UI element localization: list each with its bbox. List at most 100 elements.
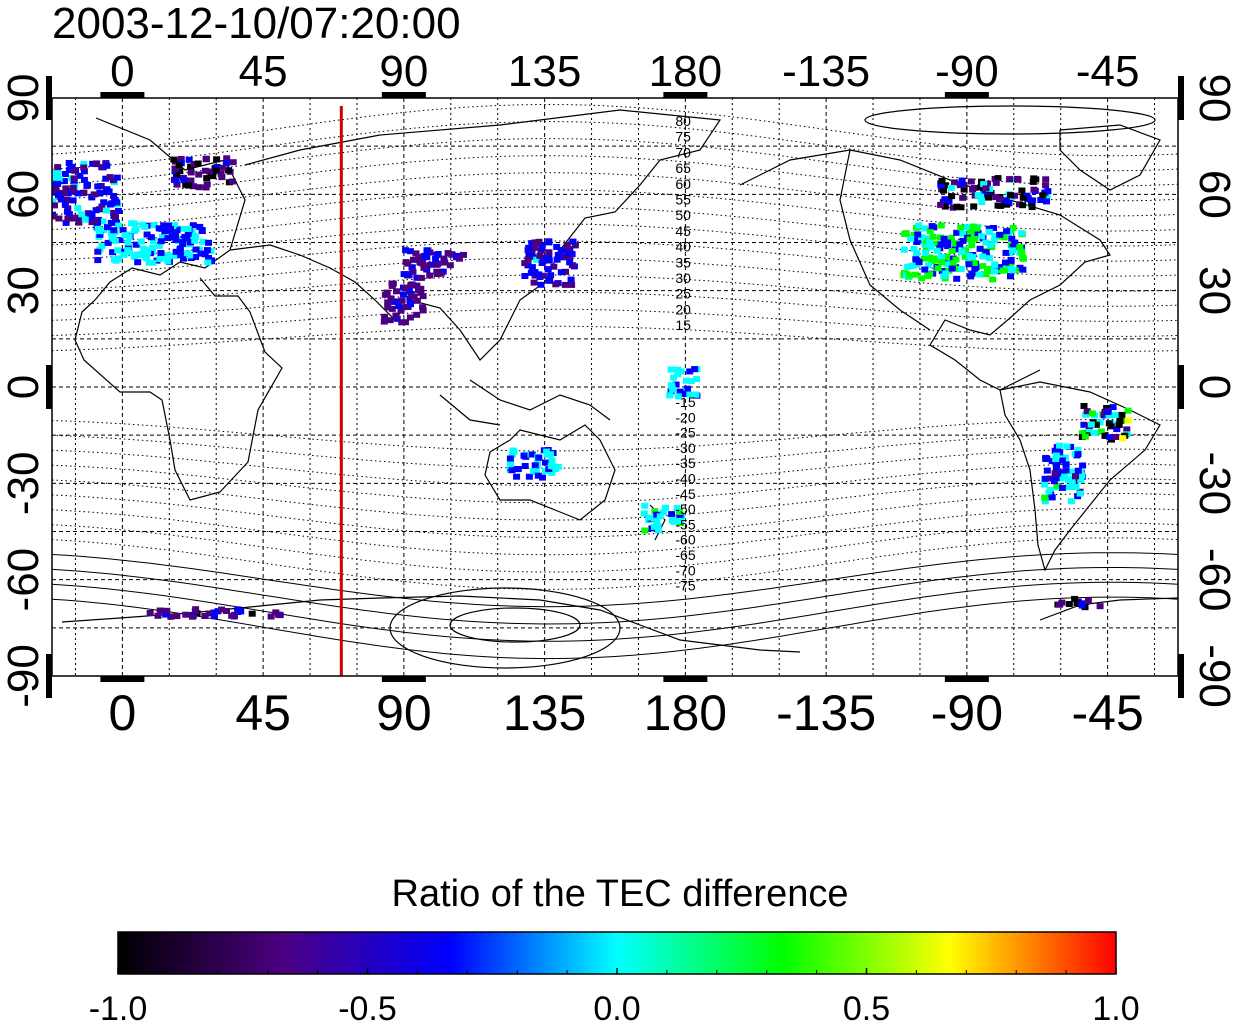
tec-cell — [218, 174, 226, 181]
tec-cell — [52, 213, 57, 220]
tec-cell — [192, 606, 200, 613]
tec-cell — [164, 252, 172, 259]
left-latitude-label: -30 — [0, 452, 48, 516]
tec-cell — [1072, 484, 1080, 490]
tec-cell — [191, 237, 199, 244]
tec-cell — [388, 305, 396, 312]
tec-cell — [228, 178, 236, 185]
tec-cell — [456, 255, 463, 262]
tec-cell — [1116, 418, 1124, 424]
tec-cell — [538, 260, 546, 266]
tec-cell — [1067, 498, 1075, 505]
tec-cell — [440, 255, 448, 262]
tec-cell — [410, 256, 417, 263]
tec-cell — [676, 512, 684, 519]
tec-cell — [995, 264, 1003, 271]
tec-cell — [433, 261, 441, 268]
frame-tick-top — [663, 92, 708, 98]
contour-line — [52, 206, 1178, 247]
tec-cell — [1124, 407, 1132, 414]
coast-north-america — [739, 149, 1111, 391]
tec-cell — [76, 216, 84, 223]
tec-cell — [130, 253, 138, 260]
tec-cell — [683, 377, 690, 384]
tec-cell — [1052, 466, 1060, 473]
tec-cell — [99, 218, 107, 225]
tec-cell — [670, 518, 678, 525]
tec-cell — [384, 299, 392, 306]
tec-cell — [1043, 467, 1051, 474]
contour-line — [52, 596, 1178, 660]
tec-cell — [1074, 451, 1082, 458]
tec-cell — [1009, 267, 1016, 274]
tec-cell — [1019, 266, 1027, 273]
tec-cell — [172, 248, 180, 255]
bottom-longitude-label: 180 — [644, 685, 727, 741]
left-latitude-label: 0 — [0, 375, 48, 399]
tec-cell — [156, 607, 164, 614]
tec-cell — [541, 459, 549, 466]
tec-cell — [1037, 197, 1045, 203]
tec-cell — [110, 227, 118, 234]
tec-cell — [115, 255, 123, 262]
tec-cell — [80, 189, 88, 196]
tec-cell — [190, 183, 197, 190]
tec-cell — [1092, 421, 1100, 428]
tec-cell — [528, 451, 536, 458]
tec-cell — [949, 260, 957, 267]
tec-cell — [64, 190, 72, 197]
tec-cell — [1058, 457, 1066, 464]
tec-cell — [190, 232, 198, 239]
tec-cell — [676, 388, 684, 395]
tec-cell — [121, 232, 129, 239]
tec-cell — [448, 251, 456, 258]
tec-cell — [534, 472, 542, 479]
tec-cell — [524, 256, 532, 263]
tec-cell — [402, 319, 409, 326]
tec-cell — [970, 203, 978, 210]
tec-cell — [953, 229, 961, 236]
tec-cell — [406, 314, 414, 321]
tec-cell — [419, 293, 427, 300]
tec-cell — [974, 192, 982, 199]
tec-cell — [402, 247, 410, 254]
tec-cell — [144, 249, 152, 256]
tec-cell — [982, 239, 990, 246]
map-title: 2003-12-10/07:20:00 — [52, 0, 461, 48]
tec-cell — [539, 272, 547, 279]
tec-cell — [959, 194, 967, 201]
tec-cell — [1009, 243, 1017, 250]
coast-greenland — [1059, 124, 1161, 191]
tec-cell — [93, 160, 100, 167]
tec-cell — [201, 251, 209, 258]
tec-cell — [984, 194, 992, 201]
tec-cell — [421, 252, 429, 259]
left-latitude-labels: 90 60 30 0 -30 -60 -90 — [0, 74, 48, 708]
tec-cell — [1019, 254, 1027, 261]
tec-cell — [225, 167, 232, 174]
tec-cell — [399, 304, 407, 311]
tec-cell — [949, 204, 957, 211]
tec-cell — [54, 180, 62, 187]
tec-cell — [397, 307, 405, 314]
tec-cell — [533, 256, 541, 263]
tec-cell — [1016, 244, 1024, 251]
tec-cell — [563, 241, 571, 248]
tec-cell — [938, 177, 946, 184]
tec-cell — [1115, 422, 1123, 428]
tec-cell — [1051, 447, 1059, 454]
tec-cell — [936, 234, 944, 241]
tec-cell — [528, 264, 536, 271]
tec-cell — [561, 281, 569, 288]
tec-cell — [64, 205, 72, 212]
tec-cell — [102, 175, 110, 182]
tec-cell — [90, 191, 98, 198]
tec-cell — [1007, 257, 1015, 264]
tec-cell — [947, 184, 955, 191]
tec-cell — [1041, 475, 1049, 482]
tec-cell — [957, 204, 965, 211]
tec-cell — [176, 168, 184, 175]
tec-cell — [508, 451, 516, 458]
tec-cell — [1009, 247, 1016, 254]
tec-cell — [184, 226, 192, 232]
